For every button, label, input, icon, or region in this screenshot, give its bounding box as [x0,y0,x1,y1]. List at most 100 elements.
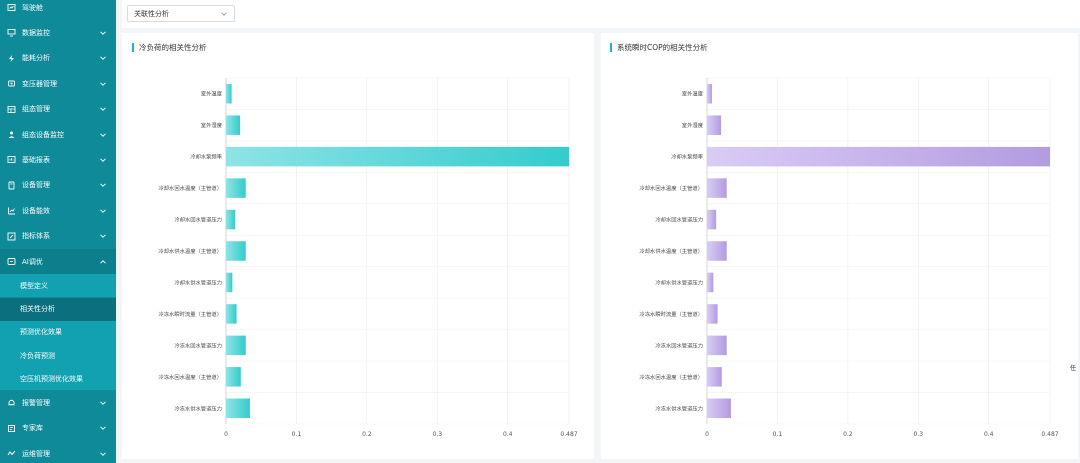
category-label: 冷却水回水温度（主管道） [158,184,222,192]
chevron-down-icon [100,234,106,238]
sidebar-item[interactable]: 报警管理 [0,390,116,415]
sidebar-item[interactable]: 驾驶舱 [0,0,116,20]
bar[interactable] [707,178,727,198]
side-tab[interactable]: 任 [1069,365,1076,372]
sidebar-item-label: 专家库 [22,424,43,433]
chevron-down-icon [100,56,106,61]
cop-correlation-panel: 系统瞬时COP的相关性分析 0 0.1 0.2 0.3 0.4 0.487 室外温度 室外湿度… [601,33,1078,459]
bar[interactable] [226,304,237,324]
chart-title: 系统瞬时COP的相关性分析 [617,43,708,52]
sidebar-item[interactable]: 设备管理 [0,173,116,198]
x-tick-label: 0.2 [362,431,372,438]
sidebar-item[interactable]: 数据监控 [0,20,116,45]
indicator-icon [7,232,16,241]
sidebar-item[interactable]: 设备能效 [0,198,116,223]
x-tick-label: 0.3 [914,431,924,438]
bar[interactable] [707,146,1050,167]
analysis-type-value: 关联性分析 [134,9,169,18]
category-label: 冷却水回水管道压力 [174,216,222,224]
sidebar-item-label: 设备管理 [22,181,50,190]
energy-icon [7,54,16,63]
chevron-down-icon [221,12,227,16]
category-label: 冷却水供水温度（主管道） [639,247,703,255]
cop-bar-chart: 0 0.1 0.2 0.3 0.4 0.487 室外温度室外湿度冷却水泵频率冷却水回水温度（… [639,77,1059,438]
category-label: 冷冻水回水管道压力 [174,341,222,349]
chevron-down-icon [100,31,106,35]
x-tick-label: 0.3 [433,431,443,438]
sidebar-item[interactable]: 运维管理 [0,441,116,463]
sidebar-item-label: 指标体系 [22,232,50,241]
bar[interactable] [707,335,727,356]
sidebar-item[interactable]: 能耗分析 [0,46,116,71]
bar[interactable] [707,115,722,135]
filter-bar [122,0,1080,28]
x-tick-label: 0.4 [984,431,994,438]
chevron-up-icon [100,259,106,264]
category-label: 室外湿度 [201,121,223,129]
sidebar-subitem-label: 相关性分析 [20,305,55,314]
bar[interactable] [707,304,718,324]
device-icon [7,181,16,190]
category-label: 冷冻水回水温度（主管道） [158,373,222,381]
sidebar-item-label: 能耗分析 [22,54,50,63]
sidebar-item-label: 组态设备监控 [22,130,64,139]
bar[interactable] [226,241,246,261]
ai-icon [7,257,16,266]
chevron-down-icon [100,209,106,213]
sidebar-item[interactable]: 指标体系 [0,224,116,249]
category-label: 冷冻水供水管道压力 [655,404,703,412]
sidebar-item-label: 设备能效 [22,206,50,215]
device-monitor-icon [7,130,16,139]
sidebar-item[interactable]: 基础报表 [0,147,116,172]
bar[interactable] [707,83,712,104]
bar[interactable] [226,83,232,104]
bar[interactable] [226,367,241,387]
category-label: 冷冻水供水管道压力 [174,404,222,412]
bar[interactable] [226,115,241,135]
sidebar-item[interactable]: 组态设备监控 [0,122,116,147]
x-tick-label: 0 [705,431,709,438]
category-label: 冷却水回水温度（主管道） [639,184,703,192]
category-label: 冷却水供水温度（主管道） [158,247,222,255]
bar[interactable] [707,272,714,293]
sidebar-item[interactable]: AI调优 [0,249,116,274]
sidebar-subitem[interactable]: 相关性分析 [0,297,116,321]
sidebar: 驾驶舱数据监控能耗分析变压器管理组态管理组态设备监控基础报表设备管理设备能效指标… [0,0,116,463]
bar[interactable] [707,367,722,387]
title-accent-bar [610,43,612,52]
bar[interactable] [707,398,731,419]
bar[interactable] [226,146,569,167]
category-label: 室外湿度 [682,121,704,129]
category-label: 室外温度 [201,90,223,98]
analysis-type-select[interactable]: 关联性分析 [127,5,235,22]
bar[interactable] [226,209,236,230]
sidebar-subitem-label: 冷负荷预测 [20,351,55,360]
sidebar-item[interactable]: 变压器管理 [0,71,116,96]
category-label: 冷却水回水管道压力 [655,216,703,224]
x-tick-label: 0.1 [292,431,302,438]
alarm-icon [7,398,16,407]
sidebar-item-label: 驾驶舱 [22,3,43,12]
bar[interactable] [707,241,727,261]
category-label: 冷冻水瞬时流量（主管道） [639,310,703,318]
panel-title: 冷负荷的相关性分析 [132,42,207,53]
sidebar-item-label: 组态管理 [22,105,50,114]
sidebar-subitem[interactable]: 预测优化效果 [0,320,116,344]
sidebar-item-label: 数据监控 [22,28,50,37]
chevron-down-icon [100,107,106,111]
bar[interactable] [226,178,246,198]
bar[interactable] [226,272,233,293]
bar[interactable] [226,335,246,356]
sidebar-subitem-label: 空压机预测优化效果 [20,374,83,383]
category-label: 冷却水泵频率 [671,153,703,161]
sidebar-item[interactable]: 专家库 [0,416,116,441]
sidebar-subitem-label: 模型定义 [20,281,48,290]
category-label: 冷却水泵频率 [190,153,222,161]
sidebar-subitem[interactable]: 空压机预测优化效果 [0,367,116,391]
bar[interactable] [707,209,717,230]
category-label: 冷冻水回水温度（主管道） [639,373,703,381]
sidebar-subitem[interactable]: 冷负荷预测 [0,344,116,367]
bar[interactable] [226,398,250,419]
sidebar-item[interactable]: 组态管理 [0,97,116,122]
sidebar-subitem[interactable]: 模型定义 [0,274,116,298]
